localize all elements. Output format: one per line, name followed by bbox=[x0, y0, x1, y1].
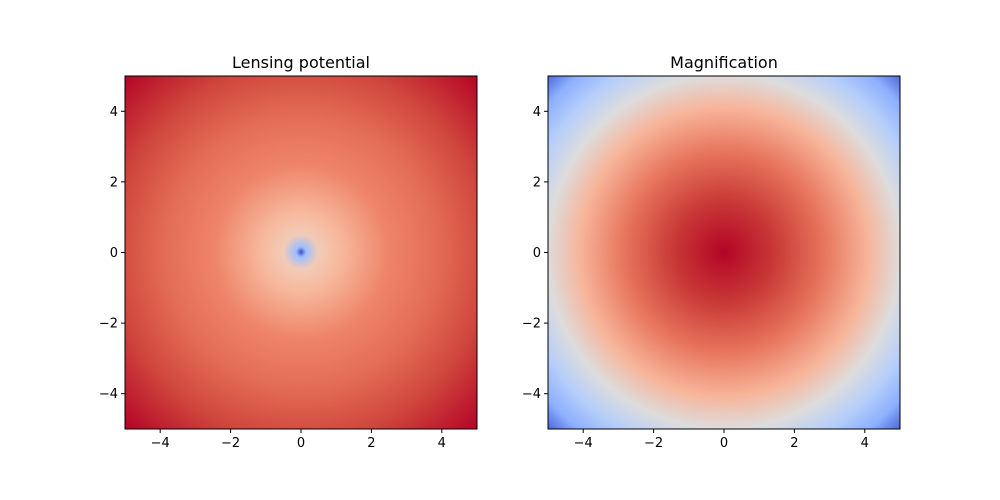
y-tick-label: −4 bbox=[99, 387, 118, 402]
chart-title: Magnification bbox=[670, 53, 778, 72]
y-tick-label: 2 bbox=[533, 175, 541, 190]
y-tick-label: 0 bbox=[110, 246, 118, 261]
y-tick-label: −4 bbox=[522, 387, 541, 402]
axes: −4 −2 0 2 4 4 2 0 −2 −4 bbox=[522, 105, 869, 451]
chart-title: Lensing potential bbox=[232, 53, 370, 72]
y-tick-label: −2 bbox=[522, 317, 541, 332]
x-tick-label: 4 bbox=[861, 436, 869, 451]
x-tick-label: 2 bbox=[367, 436, 375, 451]
x-tick-label: −2 bbox=[221, 436, 240, 451]
heatmap-image bbox=[125, 76, 477, 429]
y-tick-label: −2 bbox=[99, 317, 118, 332]
chart-lensing-potential: Lensing potential −4 −2 0 2 4 4 2 0 −2 −4 bbox=[99, 53, 478, 451]
heatmap-image bbox=[548, 76, 900, 429]
chart-magnification: Magnification −4 −2 0 2 4 4 2 0 −2 −4 bbox=[522, 53, 901, 451]
y-tick-label: 2 bbox=[110, 175, 118, 190]
x-tick-label: 4 bbox=[438, 436, 446, 451]
y-tick-label: 0 bbox=[533, 246, 541, 261]
x-tick-label: 0 bbox=[720, 436, 728, 451]
axes: −4 −2 0 2 4 4 2 0 −2 −4 bbox=[99, 105, 446, 451]
x-tick-label: −4 bbox=[574, 436, 593, 451]
y-tick-label: 4 bbox=[110, 105, 118, 120]
x-tick-label: −2 bbox=[644, 436, 663, 451]
x-tick-label: −4 bbox=[151, 436, 170, 451]
x-tick-label: 2 bbox=[790, 436, 798, 451]
y-tick-label: 4 bbox=[533, 105, 541, 120]
x-tick-label: 0 bbox=[297, 436, 305, 451]
